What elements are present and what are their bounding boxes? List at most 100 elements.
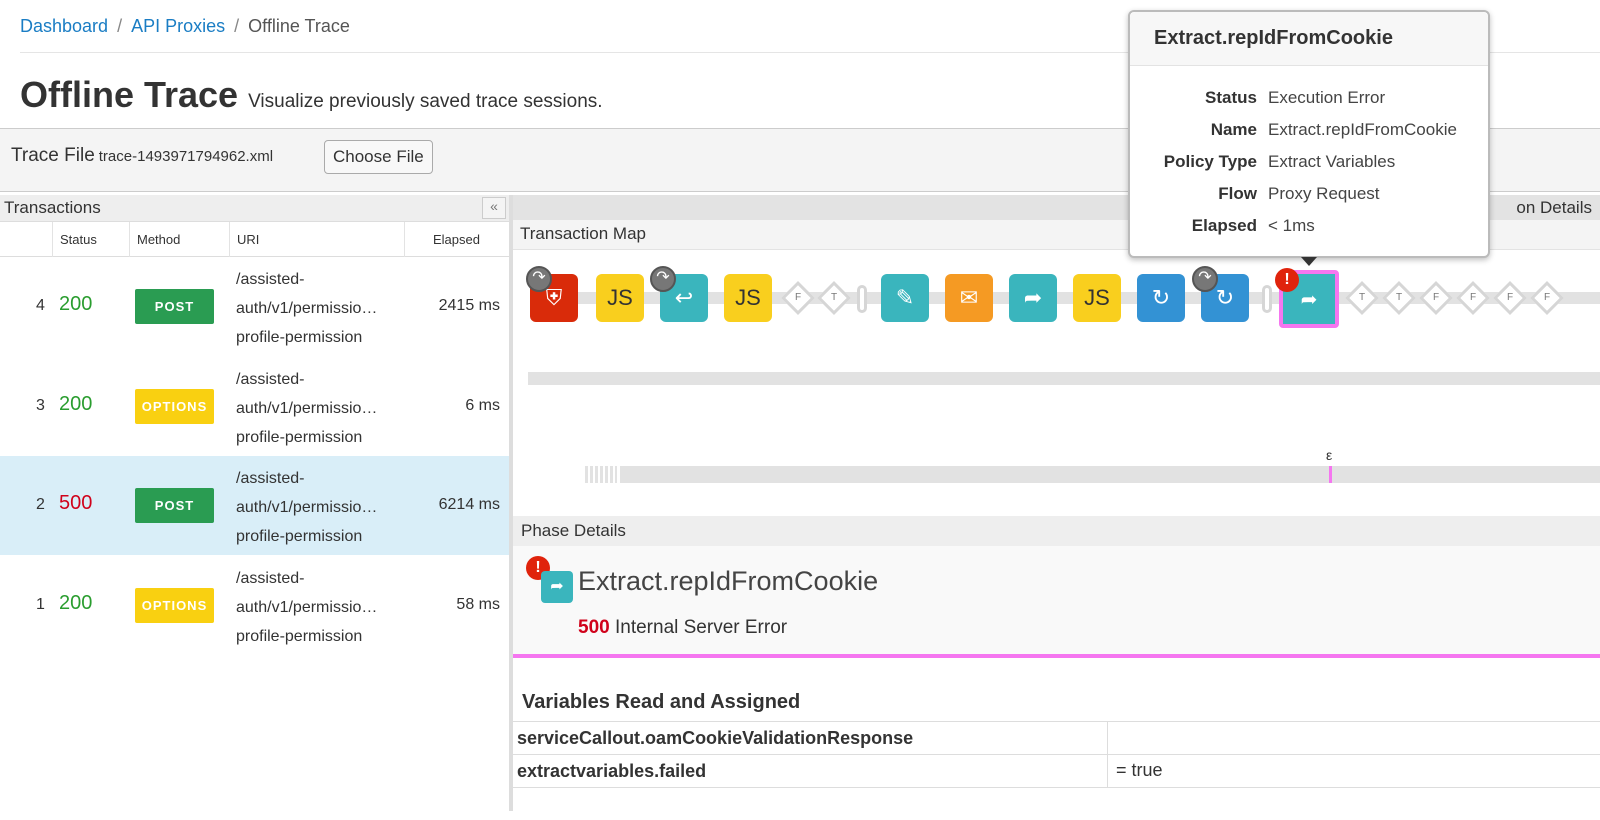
tooltip-title: Extract.repIdFromCookie (1130, 12, 1488, 66)
service-callout-icon[interactable]: ↻ (1137, 274, 1185, 322)
breadcrumb-api-proxies[interactable]: API Proxies (131, 16, 226, 36)
tooltip-key: Status (1205, 88, 1257, 107)
skipped-icon: ↷ (1192, 266, 1218, 292)
timeline-bar[interactable] (620, 466, 1600, 483)
row-number: 2 (36, 496, 45, 513)
page-subtitle: Visualize previously saved trace session… (248, 91, 603, 112)
transaction-row[interactable]: 2 500 POST /assisted-auth/v1/permissio… p… (0, 456, 510, 555)
table-row-end (513, 787, 1600, 820)
status-code: 200 (59, 591, 93, 614)
choose-file-button[interactable]: Choose File (324, 140, 433, 174)
uri-line: profile-permission (236, 329, 363, 346)
uri-line: /assisted- (236, 370, 305, 388)
tab-transaction-details[interactable]: on Details (1516, 198, 1592, 217)
variables-title: Variables Read and Assigned (522, 691, 801, 713)
divider (20, 52, 1600, 53)
response-track (528, 372, 1600, 385)
elapsed: 6214 ms (438, 496, 500, 513)
status-message: Internal Server Error (614, 617, 788, 638)
method-badge: OPTIONS (135, 587, 214, 623)
uri-line: /assisted- (236, 569, 305, 587)
error-highlight-line (513, 654, 1600, 658)
row-number: 1 (36, 595, 45, 613)
condition-diamond[interactable]: T (1382, 281, 1416, 315)
tooltip-value: Proxy Request (1268, 184, 1380, 203)
breadcrumb-dashboard[interactable]: Dashboard (20, 16, 109, 36)
phase-status: 500 Internal Server Error (578, 617, 787, 639)
transactions-title: Transactions (4, 198, 101, 217)
status-code: 500 (578, 617, 610, 638)
method-badge: POST (135, 488, 214, 523)
uri-line: auth/v1/permissio… (236, 399, 378, 417)
collapse-panel-button[interactable]: « (482, 197, 506, 219)
tooltip-value: Extract.repIdFromCookie (1268, 120, 1457, 139)
assign-message-icon[interactable]: ✎ (881, 274, 929, 322)
uri-line: profile-permission (236, 528, 363, 545)
tooltip-value: Execution Error (1268, 88, 1386, 107)
flow-separator (1262, 285, 1272, 313)
panel-splitter[interactable] (509, 195, 513, 811)
error-icon: ! (1275, 268, 1299, 292)
uri-line: auth/v1/permissio… (236, 499, 378, 516)
flow-separator (857, 285, 867, 313)
trace-file-label: Trace File (11, 145, 95, 166)
javascript-policy-icon[interactable]: JS (724, 274, 772, 322)
uri-line: auth/v1/permissio… (236, 598, 378, 616)
status-code: 200 (59, 392, 93, 415)
condition-diamond[interactable]: F (1419, 281, 1453, 315)
method-badge: OPTIONS (135, 388, 214, 424)
javascript-policy-icon[interactable]: JS (596, 274, 644, 322)
phase-details-header: Phase Details (513, 516, 1600, 546)
table-row: serviceCallout.oamCookieValidationRespon… (513, 721, 1600, 754)
condition-diamond[interactable]: F (781, 281, 815, 315)
condition-diamond[interactable]: F (1530, 281, 1564, 315)
timeline-ticks (585, 466, 617, 483)
tooltip-value: Extract Variables (1268, 152, 1396, 171)
variables-table: serviceCallout.oamCookieValidationRespon… (513, 721, 1600, 820)
uri-line: profile-permission (236, 428, 363, 446)
phase-policy-name: Extract.repIdFromCookie (578, 566, 879, 596)
condition-diamond[interactable]: F (1493, 281, 1527, 315)
condition-diamond[interactable]: F (1456, 281, 1490, 315)
javascript-policy-icon[interactable]: JS (1073, 274, 1121, 322)
message-logging-icon[interactable]: ✉ (945, 274, 993, 322)
breadcrumb-current: Offline Trace (248, 16, 350, 36)
uri-cell: /assisted-auth/v1/permissio… profile-perm… (236, 365, 377, 452)
trace-file-name: trace-1493971794962.xml (98, 148, 274, 165)
row-number: 3 (36, 396, 45, 414)
tooltip-key: Name (1210, 120, 1257, 139)
service-callout-icon[interactable]: ↻ (1201, 274, 1249, 322)
title-text: Offline Trace (20, 74, 239, 115)
timeline-error-marker (1329, 466, 1332, 483)
col-status[interactable]: Status (52, 222, 130, 257)
transactions-panel: Transactions « Status Method URI Elapsed … (0, 195, 510, 811)
condition-diamond[interactable]: T (817, 281, 851, 315)
column-headers: Status Method URI Elapsed (0, 222, 510, 257)
variable-name: serviceCallout.oamCookieValidationRespon… (517, 728, 914, 748)
timeline-epsilon-label: ε (1326, 447, 1333, 463)
method-badge: POST (135, 289, 214, 324)
tooltip-key: Elapsed (1191, 216, 1257, 235)
transaction-row[interactable]: 4 200 POST /assisted-auth/v1/permissio… p… (0, 257, 510, 356)
tooltip-arrow (1301, 257, 1317, 266)
tooltip-value: < 1ms (1268, 216, 1315, 235)
col-uri[interactable]: URI (229, 222, 405, 257)
elapsed: 2415 ms (438, 297, 500, 314)
col-method[interactable]: Method (129, 222, 230, 257)
condition-diamond[interactable]: T (1345, 281, 1379, 315)
transaction-row[interactable]: 3 200 OPTIONS /assisted-auth/v1/permissi… (0, 357, 510, 456)
uri-line: profile-permission (236, 627, 363, 645)
uri-line: auth/v1/permissio… (236, 300, 378, 317)
extract-variables-icon: ➦ (541, 571, 573, 603)
elapsed: 6 ms (465, 396, 500, 414)
uri-cell: /assisted-auth/v1/permissio… profile-perm… (236, 464, 377, 551)
variable-name: extractvariables.failed (517, 761, 707, 781)
uri-line: /assisted- (236, 271, 305, 288)
extract-variables-icon[interactable]: ➦ (1009, 274, 1057, 322)
col-elapsed[interactable]: Elapsed (404, 222, 510, 257)
variable-value: = true (1107, 755, 1171, 787)
uri-cell: /assisted-auth/v1/permissio… profile-perm… (236, 265, 377, 352)
row-number: 4 (36, 297, 45, 314)
page-title: Offline Trace Visualize previously saved … (20, 74, 603, 116)
transaction-row[interactable]: 1 200 OPTIONS /assisted-auth/v1/permissi… (0, 556, 510, 655)
